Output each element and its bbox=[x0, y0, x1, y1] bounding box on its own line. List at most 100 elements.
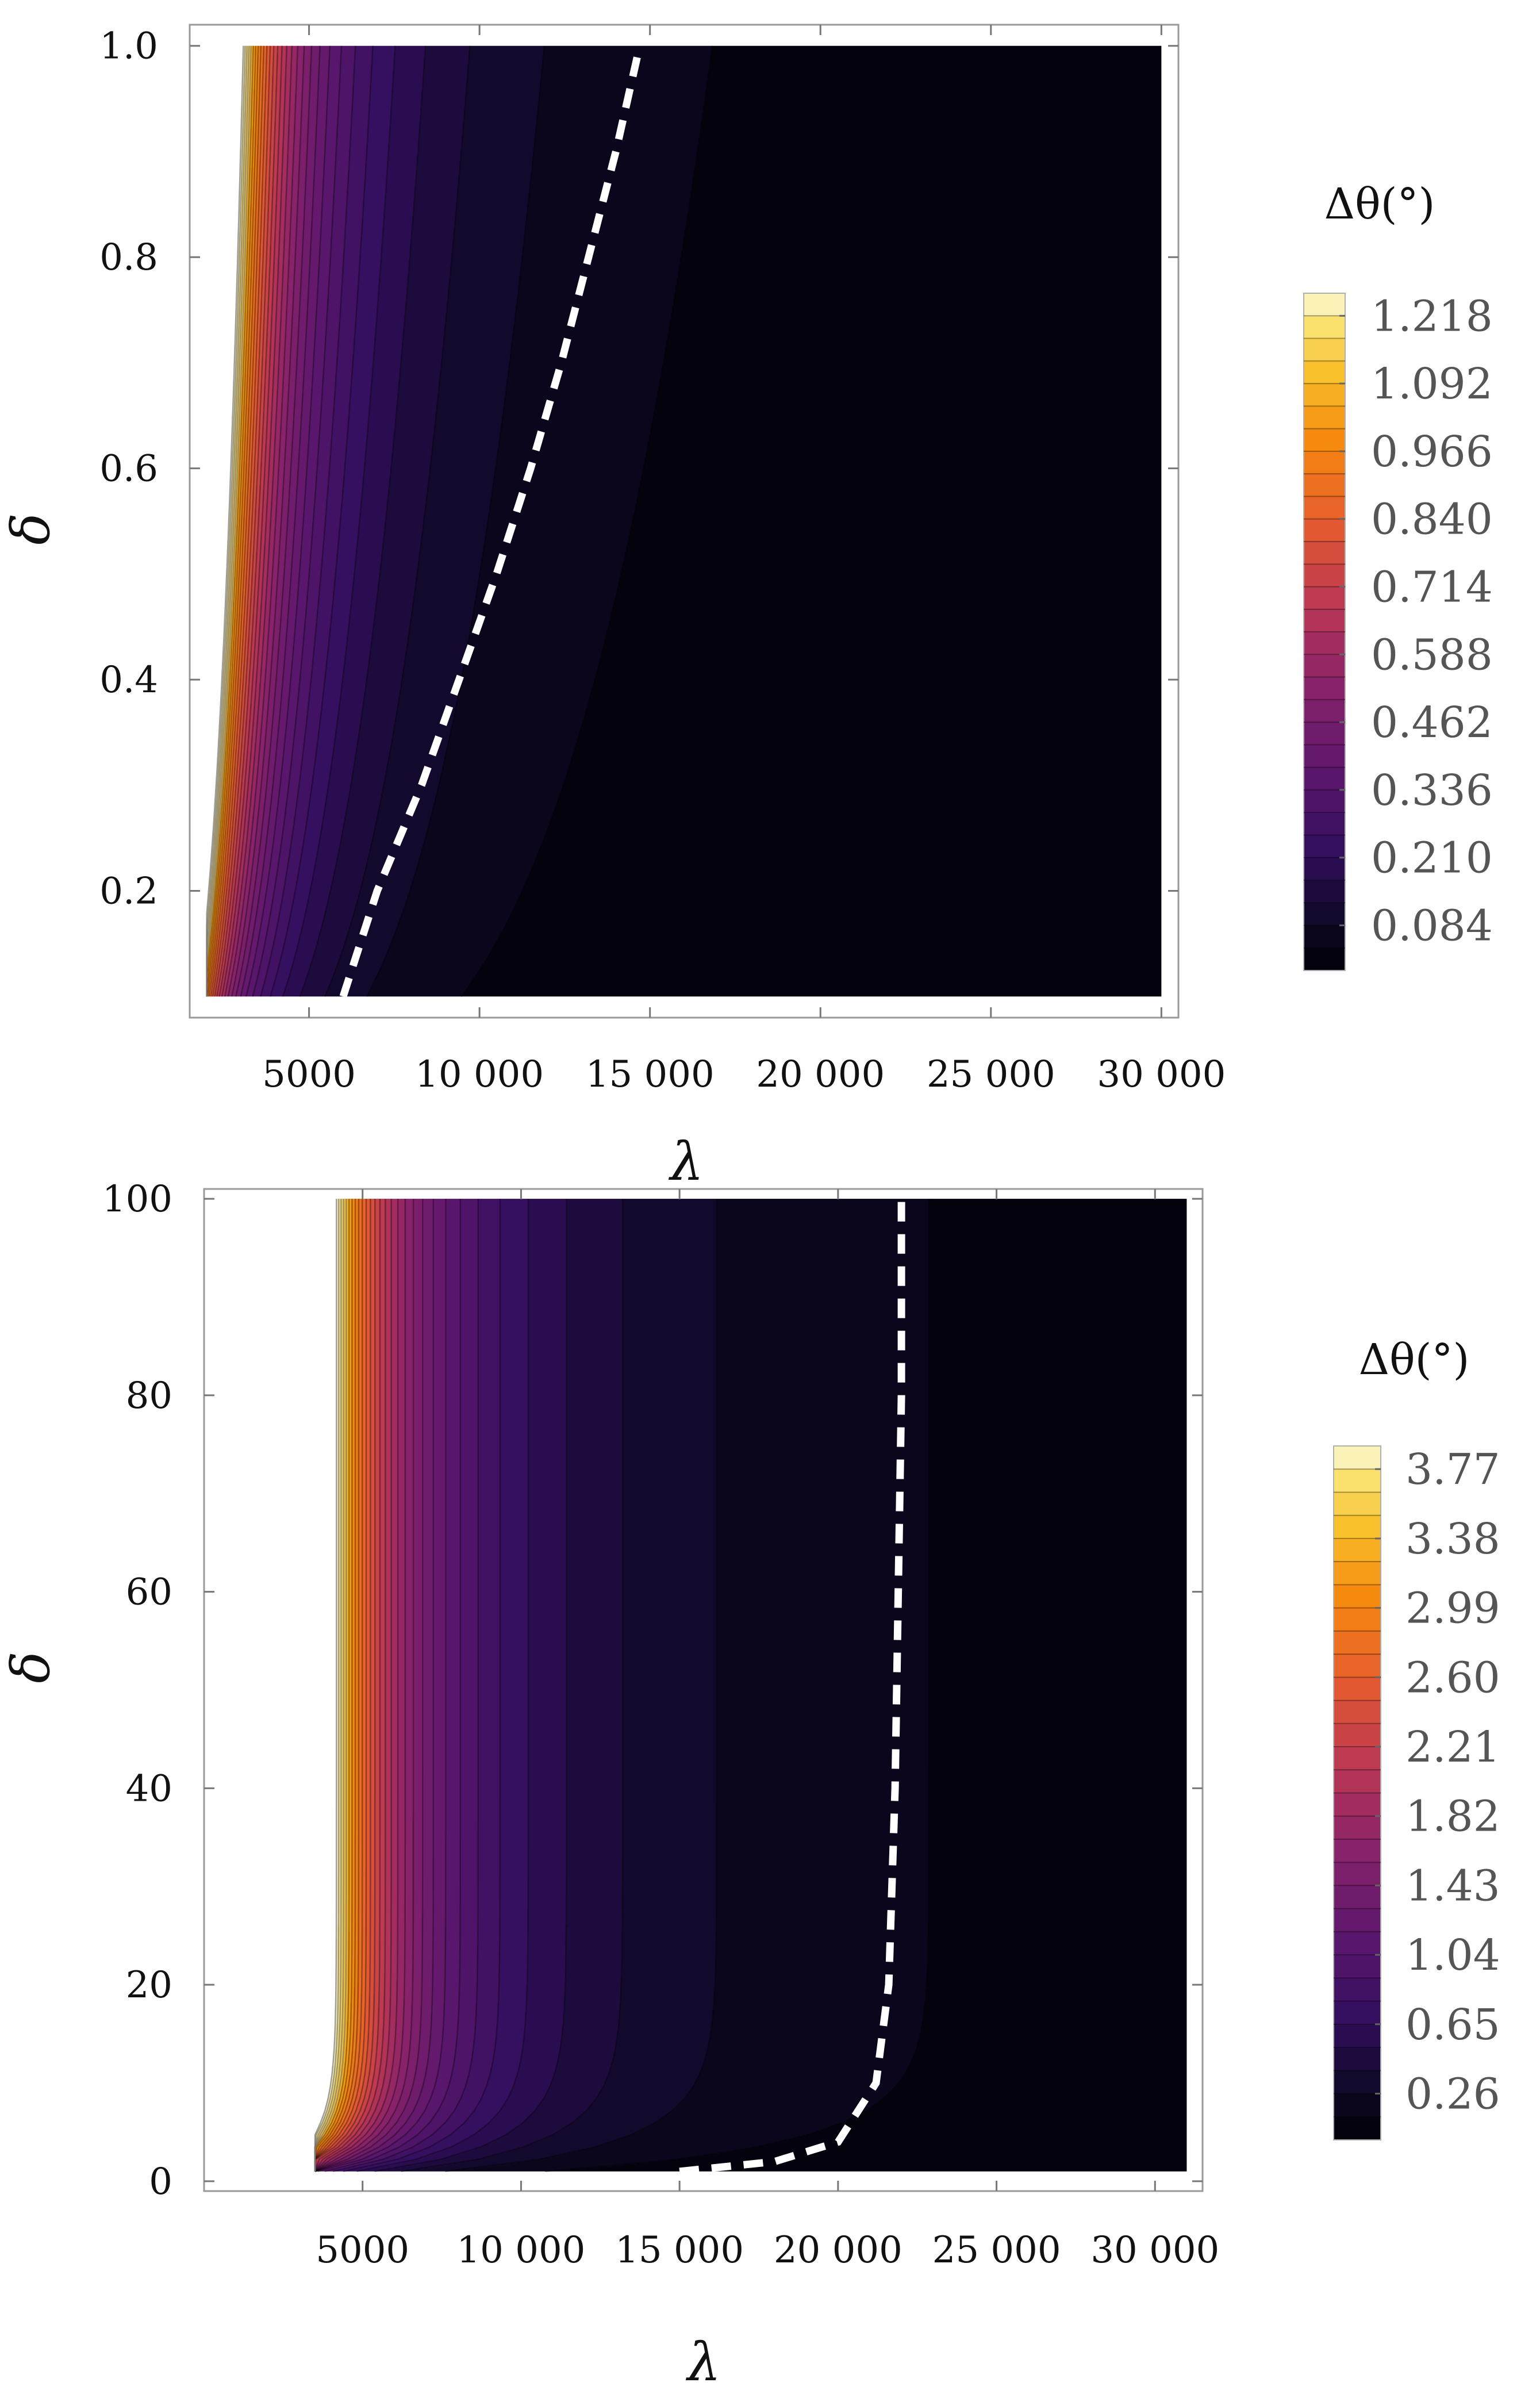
x-tick-label: 25 000 bbox=[932, 2229, 1061, 2272]
contour-line bbox=[282, 45, 396, 997]
contour-line bbox=[206, 45, 262, 997]
contour-line bbox=[314, 1199, 371, 2172]
x-tick-label: 5000 bbox=[316, 2229, 409, 2272]
contour-line bbox=[366, 45, 546, 997]
contour-line bbox=[299, 45, 427, 997]
y-ticks-top: 0.2 0.4 0.6 0.8 1.0 bbox=[99, 25, 1178, 913]
contour-line bbox=[240, 45, 321, 997]
contour-line bbox=[212, 45, 271, 997]
x-ticks-bottom: 5000 10 000 15 000 20 000 25 000 30 000 bbox=[316, 1189, 1219, 2272]
colorbar-tick-label: 0.588 bbox=[1371, 630, 1493, 680]
contour-line bbox=[314, 1199, 344, 2172]
colorbar-tick-label: 1.43 bbox=[1405, 1861, 1500, 1911]
colorbar-title-top: Δθ(°) bbox=[1324, 179, 1435, 229]
contour-line bbox=[314, 1199, 360, 2172]
colorbar-tick-label: 3.77 bbox=[1405, 1445, 1500, 1494]
colorbar-title-bottom: Δθ(°) bbox=[1359, 1335, 1470, 1384]
colorbar-tick-label: 0.966 bbox=[1371, 427, 1493, 477]
colorbar-tick-label: 0.210 bbox=[1371, 834, 1493, 883]
y-tick-label: 0.8 bbox=[99, 236, 158, 279]
contour-line bbox=[343, 1199, 501, 2173]
y-tick-label: 80 bbox=[126, 1375, 172, 1417]
colorbar-tick-label: 0.65 bbox=[1405, 2000, 1500, 2050]
x-tick-label: 10 000 bbox=[415, 1053, 544, 1096]
contour-line bbox=[218, 45, 283, 997]
contour-field-bottom bbox=[315, 1199, 1187, 2172]
chart-bottom: 5000 10 000 15 000 20 000 25 000 30 000 0 20 40… bbox=[0, 1178, 1500, 2390]
contour-line bbox=[314, 1199, 386, 2172]
contour-lines-bottom bbox=[314, 1199, 930, 2173]
x-tick-label: 10 000 bbox=[456, 2229, 585, 2272]
contour-line bbox=[216, 45, 279, 997]
contour-line bbox=[314, 1199, 347, 2172]
y-tick-label: 0.4 bbox=[99, 659, 158, 701]
contour-line bbox=[245, 45, 331, 997]
y-tick-label: 100 bbox=[102, 1178, 172, 1221]
contour-line bbox=[206, 45, 252, 997]
contour-line bbox=[210, 45, 268, 997]
contour-line bbox=[206, 45, 254, 997]
x-tick-label: 15 000 bbox=[586, 1053, 715, 1096]
contour-line bbox=[324, 45, 471, 997]
contour-line bbox=[252, 45, 343, 997]
x-tick-label: 25 000 bbox=[927, 1053, 1055, 1096]
colorbar-ticks-bottom: 3.77 3.38 2.99 2.60 2.21 1.82 1.43 1.04 0.65 0.26 bbox=[1375, 1445, 1500, 2119]
x-tick-label: 15 000 bbox=[615, 2229, 744, 2272]
y-tick-label: 20 bbox=[126, 1964, 172, 2007]
contour-line bbox=[314, 1199, 337, 2172]
contour-line bbox=[314, 1199, 342, 2172]
contour-line bbox=[227, 45, 299, 997]
colorbar-tick-label: 1.218 bbox=[1371, 291, 1493, 341]
y-tick-label: 0 bbox=[149, 2161, 172, 2203]
colorbar-level-lines-top bbox=[1304, 315, 1345, 949]
contour-line bbox=[332, 1199, 479, 2173]
contour-line bbox=[314, 1199, 356, 2172]
contour-line bbox=[235, 45, 313, 997]
contour-line bbox=[314, 1199, 363, 2172]
contour-line bbox=[314, 1199, 381, 2172]
contour-line bbox=[324, 1199, 462, 2173]
contour-line bbox=[214, 45, 275, 997]
contour-line bbox=[314, 1199, 424, 2172]
colorbar-tick-label: 0.840 bbox=[1371, 495, 1493, 544]
colorbar-tick-label: 0.462 bbox=[1371, 698, 1493, 747]
contour-line bbox=[314, 1199, 376, 2172]
colorbar-tick-label: 1.092 bbox=[1371, 359, 1493, 409]
contour-line bbox=[206, 45, 259, 997]
y-axis-title-top: δ bbox=[0, 513, 62, 544]
x-tick-label: 20 000 bbox=[774, 2229, 903, 2272]
contour-line bbox=[224, 45, 293, 997]
y-tick-label: 40 bbox=[126, 1767, 172, 1810]
contour-line bbox=[314, 1199, 350, 2172]
contour-line bbox=[374, 1199, 567, 2173]
contour-line bbox=[401, 1199, 624, 2173]
x-axis-title-top: λ bbox=[668, 1131, 704, 1192]
dashed-contour-line-top bbox=[339, 45, 644, 998]
contour-line bbox=[314, 1199, 392, 2172]
colorbar-bottom bbox=[1333, 1445, 1381, 2140]
contour-line bbox=[460, 45, 713, 998]
contour-line bbox=[317, 1199, 447, 2173]
colorbar-tick-label: 3.38 bbox=[1405, 1514, 1500, 1564]
contour-line bbox=[314, 1199, 399, 2172]
contour-line bbox=[208, 45, 265, 997]
contour-line bbox=[206, 45, 244, 997]
contour-line bbox=[314, 1199, 414, 2172]
contour-line bbox=[206, 45, 248, 997]
y-tick-label: 0.2 bbox=[99, 870, 158, 913]
y-ticks-bottom: 0 20 40 60 80 100 bbox=[102, 1178, 1203, 2203]
colorbar-tick-label: 1.82 bbox=[1405, 1792, 1500, 1842]
contour-field-top bbox=[206, 45, 1162, 997]
colorbar-tick-label: 2.21 bbox=[1405, 1723, 1500, 1772]
contour-line bbox=[206, 45, 250, 997]
y-tick-label: 0.6 bbox=[99, 448, 158, 490]
chart-top: 5000 10 000 15 000 20 000 25 000 30 000 0.20.… bbox=[0, 24, 1493, 1192]
colorbar-ticks-top: 1.218 1.092 0.966 0.840 0.714 0.588 0.462 0.336… bbox=[1339, 291, 1493, 950]
contour-line bbox=[314, 1199, 367, 2172]
contour-line bbox=[259, 45, 356, 997]
colorbar-top bbox=[1303, 293, 1346, 971]
dashed-contour-line-bottom bbox=[679, 1199, 905, 2176]
contour-lines-top bbox=[206, 45, 713, 998]
contour-line bbox=[356, 1199, 529, 2173]
